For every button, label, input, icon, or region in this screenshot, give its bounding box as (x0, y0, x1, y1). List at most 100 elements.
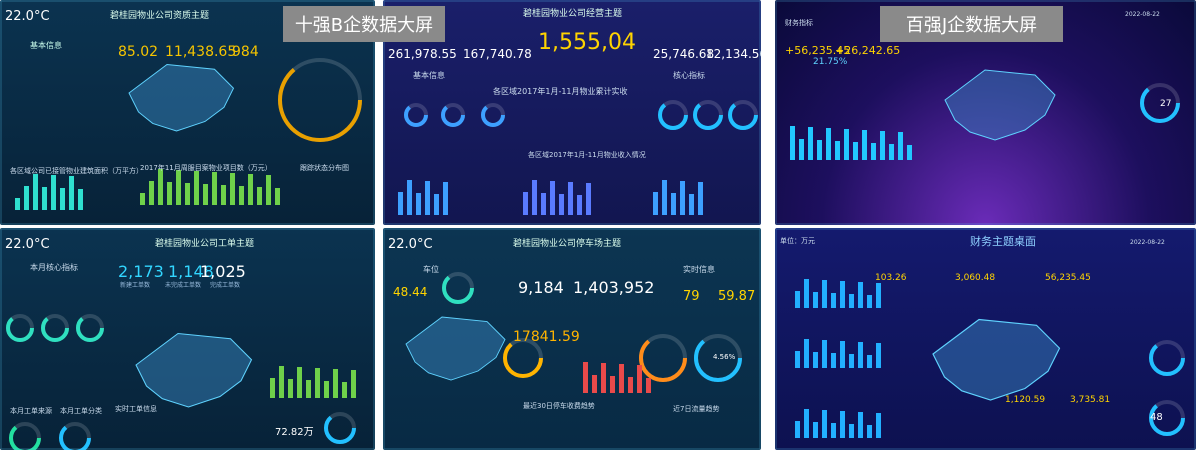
ring-arc (503, 338, 543, 378)
panel-text: 167,740.78 (463, 47, 532, 61)
ring-arc (441, 103, 465, 127)
bar (532, 180, 537, 215)
panel-text: 27 (1160, 99, 1172, 109)
bar (795, 351, 800, 368)
bar (898, 132, 903, 160)
map (405, 316, 506, 381)
bar (804, 339, 809, 368)
bar (342, 382, 347, 398)
bar (583, 362, 588, 393)
bar (637, 365, 642, 393)
panel-text: 79 (683, 289, 700, 304)
panel-graphics (775, 0, 1196, 225)
bar (817, 140, 822, 160)
bar (333, 369, 338, 398)
dashboard-panel: 碧桂园物业公司经营主题 261,978.55 167,740.78 1,555,04 2… (383, 0, 761, 225)
panel-graphics (383, 228, 761, 450)
bar (42, 187, 47, 210)
panel-text: +56,235.45 (785, 44, 851, 57)
bar (628, 377, 633, 393)
frame (383, 0, 761, 225)
panel-text: 11,438.65 (165, 44, 237, 60)
panel-text: 21.75% (813, 57, 848, 67)
bar (275, 188, 280, 205)
dashboard-panel: 碧桂园物业公司停车场主题 22.0°C 车位 48.44 9,184 1,403,952 实… (383, 228, 761, 450)
ring-arc (41, 314, 69, 342)
bar (689, 194, 694, 215)
bar (822, 340, 827, 368)
panel-text: 22.0°C (388, 237, 433, 252)
panel-text: 基本信息 (413, 71, 445, 80)
bar (78, 189, 83, 210)
panel-text: 56,235.45 (1045, 273, 1091, 283)
panel-text: 近7日流量趋势 (673, 405, 720, 413)
bar (849, 294, 854, 308)
panel-text: 2017年11月周服目案物业项目数（万元） (140, 164, 272, 172)
bar (577, 195, 582, 215)
panel-text: +26,242.65 (835, 44, 901, 57)
bar (790, 126, 795, 160)
bar (671, 193, 676, 215)
bar (840, 411, 845, 438)
bar (15, 198, 20, 210)
bar (158, 169, 163, 205)
ring-arc (693, 100, 723, 130)
panel-text: 1,120.59 (1005, 395, 1046, 405)
panel-graphics (0, 228, 375, 450)
panel-text: 48.44 (393, 285, 428, 299)
bar (523, 192, 528, 215)
bar (871, 143, 876, 160)
bar (831, 293, 836, 308)
bar (221, 185, 226, 205)
bar (822, 410, 827, 438)
bar (592, 375, 597, 393)
panel-text: 碧桂园物业公司资质主题 (110, 11, 210, 21)
bar (351, 370, 356, 398)
bar (69, 176, 74, 210)
bar (849, 424, 854, 438)
bar (795, 291, 800, 308)
bar (434, 194, 439, 215)
frame (0, 0, 375, 225)
bar (416, 193, 421, 215)
bar (808, 127, 813, 160)
bar (239, 186, 244, 205)
bar (876, 343, 881, 368)
bar (315, 368, 320, 398)
bar (822, 280, 827, 308)
ring-arc (404, 103, 428, 127)
panel-text: 碧桂园物业公司停车场主题 (513, 239, 622, 249)
panel-text: 财务主题桌面 (970, 235, 1036, 248)
bar (867, 295, 872, 308)
bar (203, 184, 208, 205)
bar (849, 354, 854, 368)
panel-text: 22.0°C (5, 237, 50, 252)
panel-text: 单位：万元 (780, 237, 815, 245)
panel-text: 最近30日停车收费趋势 (523, 402, 595, 410)
bar (813, 422, 818, 438)
map-shape (135, 332, 253, 408)
panel-text: 3,060.48 (955, 273, 996, 283)
panel-text: 85.02 (118, 44, 159, 60)
panel-text: 1,148 (168, 262, 214, 281)
bar (167, 182, 172, 205)
panel-text: 1,403,952 (573, 278, 655, 297)
bar (840, 281, 845, 308)
bar (149, 181, 154, 205)
bar (568, 182, 573, 215)
panel-text: 2,173 (118, 262, 164, 281)
ring-arc (9, 422, 41, 450)
panel-text: 1,025 (200, 262, 246, 281)
panel-text: 72.82万 (275, 427, 314, 438)
bar (541, 193, 546, 215)
ring-arc (59, 422, 91, 450)
panel-text: 261,978.55 (388, 47, 457, 61)
banner: 十强B企数据大屏 (283, 6, 445, 42)
panel-text: 实时工单信息 (115, 405, 157, 413)
bar (270, 378, 275, 398)
bar (799, 139, 804, 160)
bar (867, 355, 872, 368)
bar (185, 183, 190, 205)
bar (840, 341, 845, 368)
map (128, 64, 235, 132)
